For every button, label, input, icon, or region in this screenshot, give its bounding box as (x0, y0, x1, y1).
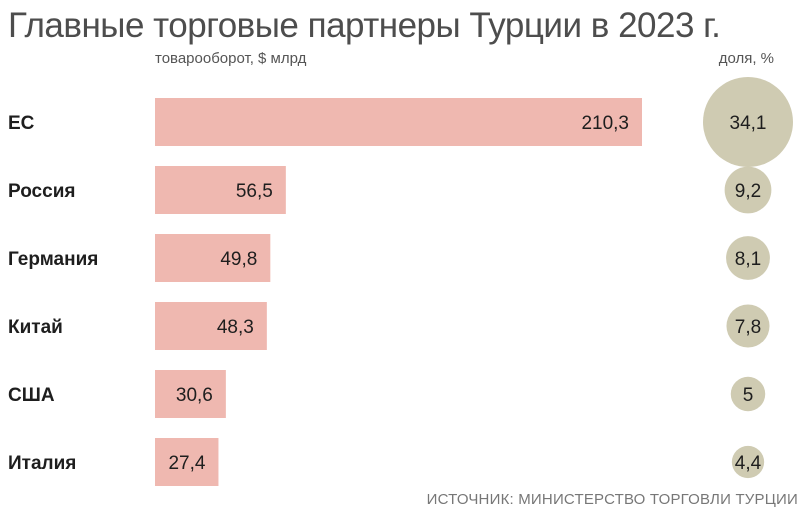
share-circle (726, 304, 770, 348)
share-circle (730, 376, 766, 412)
category-label: Италия (8, 453, 76, 474)
share-circle (731, 445, 765, 479)
bar-value-label: 56,5 (236, 181, 273, 202)
bar-value-label: 27,4 (168, 453, 205, 474)
share-circle (726, 236, 770, 280)
bar-value-label: 210,3 (581, 113, 629, 134)
bar-value-label: 49,8 (220, 249, 257, 270)
share-value-label: 8,1 (735, 249, 761, 270)
source-note: ИСТОЧНИК: МИНИСТЕРСТВО ТОРГОВЛИ ТУРЦИИ (426, 491, 798, 508)
category-label: Германия (8, 249, 98, 270)
value-axis-label: товарооборот, $ млрд (155, 50, 307, 67)
share-value-label: 7,8 (735, 317, 761, 338)
bar (155, 98, 642, 146)
category-label: Россия (8, 181, 75, 202)
bar-value-label: 48,3 (217, 317, 254, 338)
bar (155, 166, 286, 214)
chart-title: Главные торговые партнеры Турции в 2023 … (8, 6, 721, 45)
bar-value-label: 30,6 (176, 385, 213, 406)
share-value-label: 9,2 (735, 181, 761, 202)
share-value-label: 4,4 (735, 453, 762, 474)
bar (155, 370, 226, 418)
share-circle (724, 166, 772, 214)
bar (155, 234, 271, 282)
bar (155, 438, 219, 486)
share-value-label: 34,1 (730, 113, 767, 134)
category-label: Китай (8, 317, 63, 338)
category-label: ЕС (8, 113, 35, 134)
category-label: США (8, 385, 55, 406)
bar (155, 302, 267, 350)
share-value-label: 5 (743, 385, 754, 406)
share-circle (703, 77, 793, 167)
share-axis-label: доля, % (718, 50, 774, 67)
